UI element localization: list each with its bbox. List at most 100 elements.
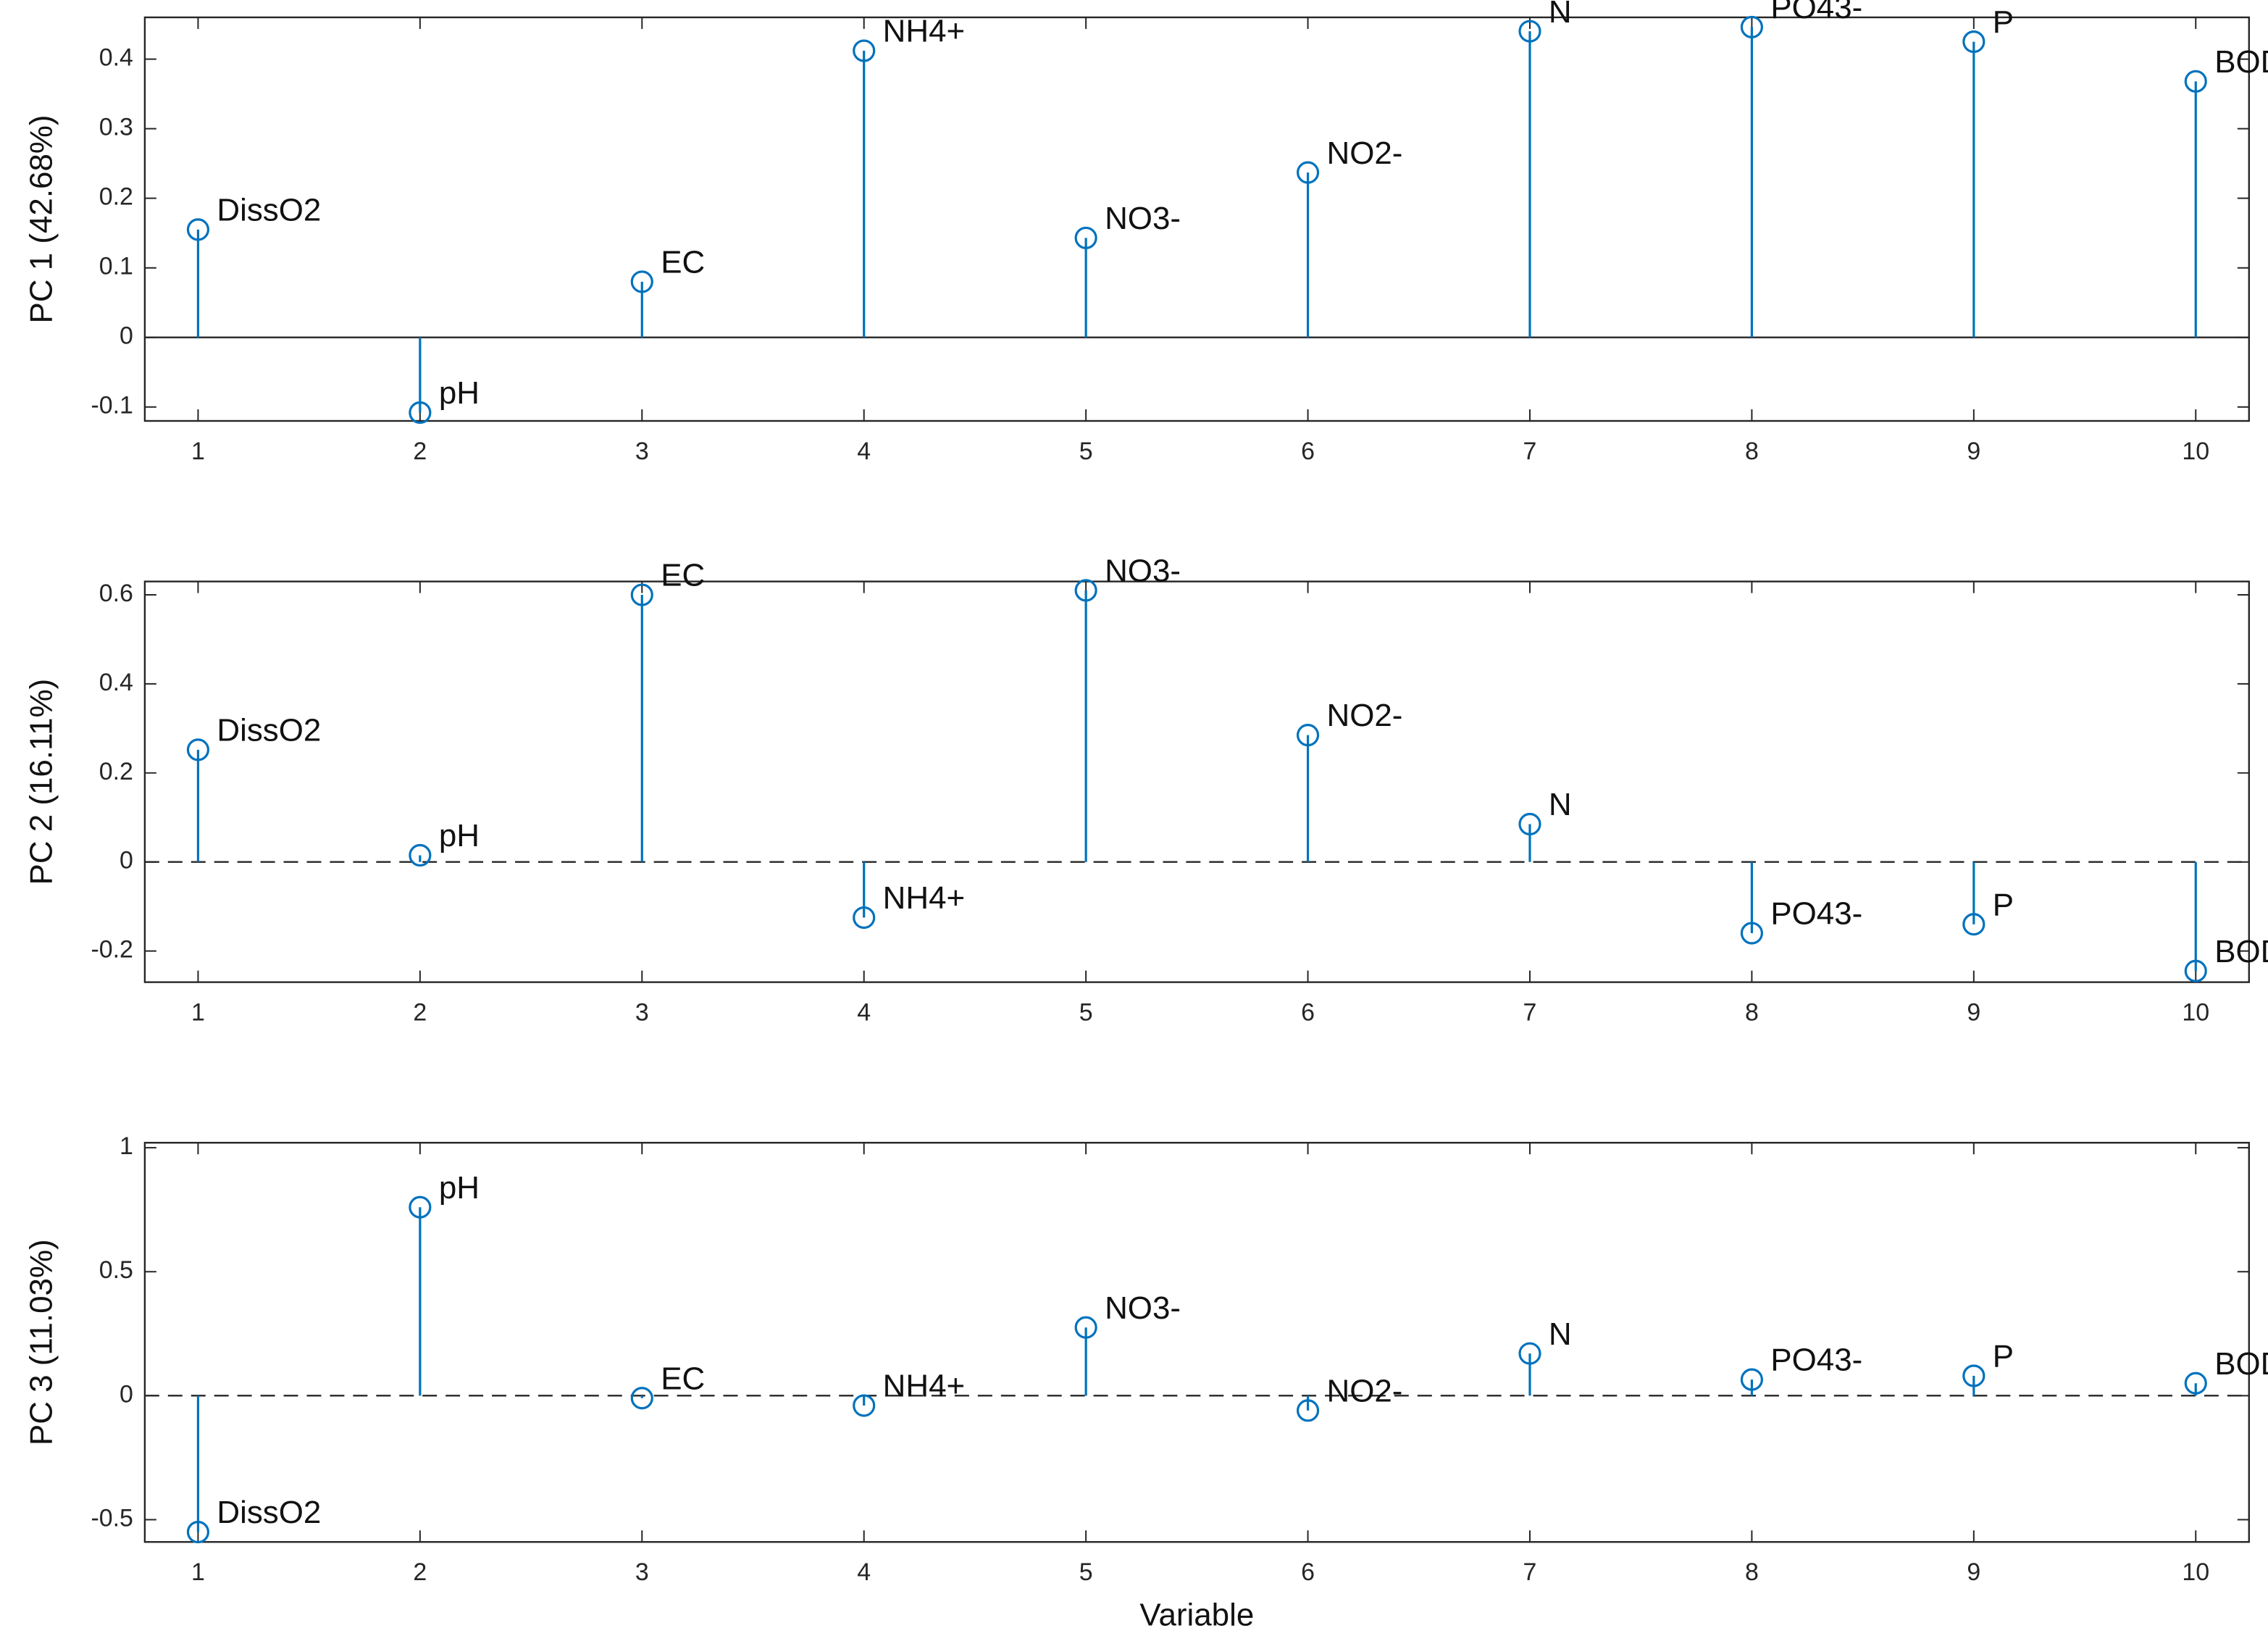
point-label: PO43-: [1770, 896, 1862, 932]
x-axis-label: Variable: [1139, 1598, 1254, 1633]
x-tick-label: 7: [1523, 1558, 1537, 1586]
x-tick-label: 6: [1301, 438, 1315, 465]
x-tick-label: 5: [1079, 1558, 1093, 1586]
point-label: NO2-: [1327, 698, 1403, 733]
x-tick-label: 3: [635, 438, 649, 465]
x-tick-label: 5: [1079, 438, 1093, 465]
y-tick-label: 0.3: [99, 114, 133, 141]
y-tick-label: 0.5: [99, 1256, 133, 1284]
y-tick-label: -0.2: [91, 936, 133, 964]
stem-marker: [2184, 959, 2207, 982]
stem-marker: [1074, 226, 1097, 249]
stem-marker: [2184, 1372, 2207, 1395]
stem-marker: [1074, 1316, 1097, 1339]
point-label: P: [1993, 887, 2014, 922]
x-tick-label: 2: [413, 438, 427, 465]
point-label: EC: [661, 245, 705, 280]
point-label: pH: [439, 818, 480, 853]
x-tick-label: 6: [1301, 1558, 1315, 1586]
stem-marker: [630, 583, 653, 606]
x-tick-label: 4: [857, 438, 871, 465]
stem-marker: [186, 218, 210, 241]
point-label: N: [1549, 1316, 1572, 1352]
plot-frame: [143, 1142, 2250, 1543]
x-tick-label: 4: [857, 999, 871, 1027]
stem-marker: [630, 1387, 653, 1410]
x-tick-label: 8: [1745, 438, 1759, 465]
point-label: DissO2: [217, 713, 321, 748]
point-label: BOD: [2214, 44, 2268, 80]
x-tick-label: 2: [413, 999, 427, 1027]
stem-marker: [1518, 20, 1541, 43]
stem-marker: [1518, 812, 1541, 836]
stem-marker: [409, 401, 432, 425]
x-tick-label: 9: [1967, 999, 1980, 1027]
y-tick-label: 0.4: [99, 44, 133, 72]
y-tick-label: 0.1: [99, 253, 133, 280]
stem-marker: [630, 270, 653, 293]
point-label: N: [1549, 787, 1572, 822]
point-label: pH: [439, 375, 480, 411]
stem-marker: [1740, 922, 1763, 945]
x-tick-label: 4: [857, 1558, 871, 1586]
x-tick-label: 9: [1967, 438, 1980, 465]
point-label: pH: [439, 1170, 480, 1206]
point-label: NO3-: [1105, 1290, 1181, 1326]
y-tick-label: -0.1: [91, 392, 133, 419]
point-label: NH4+: [883, 880, 965, 916]
x-tick-label: 1: [191, 1558, 205, 1586]
stem-marker: [1962, 1364, 1985, 1387]
point-label: NO3-: [1105, 554, 1181, 589]
plot-frame: [143, 580, 2250, 983]
x-tick-label: 1: [191, 999, 205, 1027]
point-label: P: [1993, 1339, 2014, 1374]
x-tick-label: 8: [1745, 1558, 1759, 1586]
y-axis-label: PC 2 (16.11%): [24, 679, 59, 885]
y-tick-label: 1: [120, 1132, 133, 1160]
stem-marker: [1962, 30, 1985, 54]
plot-frame: [143, 16, 2250, 422]
point-label: EC: [661, 1361, 705, 1396]
x-tick-label: 3: [635, 1558, 649, 1586]
x-tick-label: 7: [1523, 438, 1537, 465]
stem-marker: [409, 843, 432, 867]
stem-marker: [1074, 579, 1097, 602]
x-tick-label: 3: [635, 999, 649, 1027]
x-tick-label: 6: [1301, 999, 1315, 1027]
y-tick-label: 0: [120, 847, 133, 874]
stem-marker: [1962, 913, 1985, 936]
x-tick-label: 5: [1079, 999, 1093, 1027]
stem-marker: [2184, 70, 2207, 93]
stem-marker: [186, 738, 210, 761]
point-label: DissO2: [217, 1495, 321, 1530]
y-tick-label: 0: [120, 322, 133, 350]
point-label: DissO2: [217, 193, 321, 228]
point-label: BOD: [2214, 1346, 2268, 1382]
stem-marker: [409, 1195, 432, 1219]
x-tick-label: 10: [2182, 999, 2209, 1027]
y-axis-label: PC 1 (42.68%): [24, 114, 59, 323]
point-label: NH4+: [883, 1369, 965, 1404]
point-label: EC: [661, 558, 705, 593]
point-label: NO3-: [1105, 201, 1181, 236]
stem-marker: [1296, 724, 1320, 747]
point-label: PO43-: [1770, 0, 1862, 25]
y-tick-label: -0.5: [91, 1504, 133, 1532]
x-tick-label: 7: [1523, 999, 1537, 1027]
x-tick-label: 8: [1745, 999, 1759, 1027]
stem-marker: [1296, 161, 1320, 184]
point-label: N: [1549, 0, 1572, 30]
x-tick-label: 9: [1967, 1558, 1980, 1586]
point-label: NO2-: [1327, 135, 1403, 171]
x-tick-label: 10: [2182, 438, 2209, 465]
point-label: P: [1993, 4, 2014, 40]
stem-marker: [1740, 15, 1763, 38]
y-axis-label: PC 3 (11.03%): [24, 1239, 59, 1445]
stem-marker: [853, 906, 876, 930]
x-tick-label: 2: [413, 1558, 427, 1586]
point-label: BOD: [2214, 934, 2268, 969]
point-label: NH4+: [883, 14, 965, 49]
y-tick-label: 0.2: [99, 758, 133, 785]
